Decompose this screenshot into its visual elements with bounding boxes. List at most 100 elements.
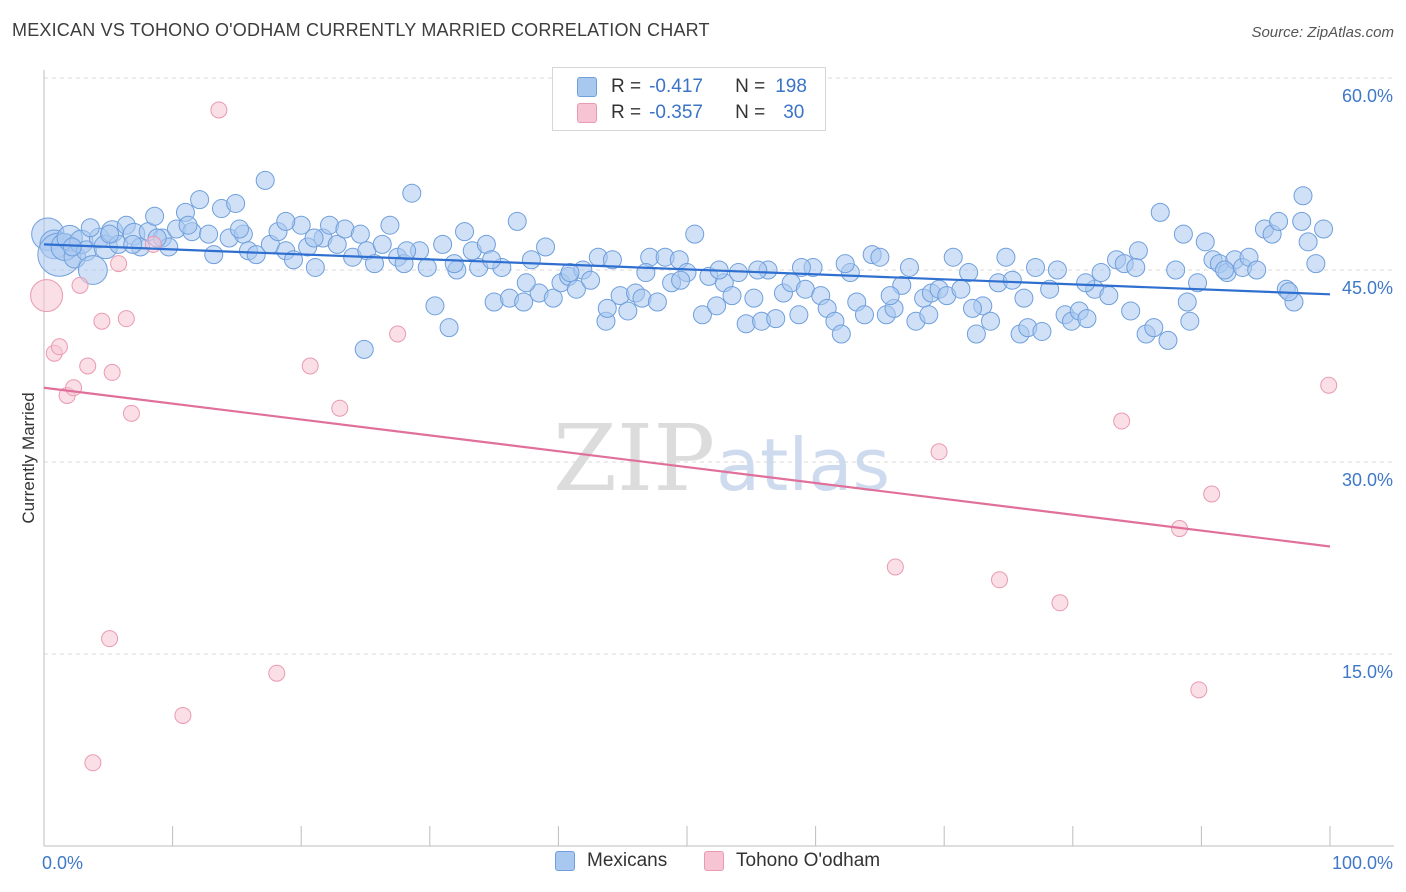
series-legend: Mexicans Tohono O'odham: [0, 850, 1406, 878]
mexicans-point: [996, 247, 1016, 267]
legend-swatch-mexicans: [555, 851, 575, 871]
mexicans-point: [439, 318, 459, 338]
legend-r-value: -0.357: [649, 102, 703, 123]
mexicans-point: [178, 215, 198, 235]
y-tick-label: 60.0%: [1342, 86, 1393, 106]
mexicans-point: [692, 305, 712, 325]
tohono-point: [1051, 594, 1069, 612]
mexicans-point: [226, 193, 246, 213]
mexicans-point: [1014, 288, 1034, 308]
mexicans-point: [744, 288, 764, 308]
mexicans-point: [766, 309, 786, 329]
mexicans-point: [854, 305, 874, 325]
trend-lines: [43, 243, 1331, 548]
legend-n-label: N =: [735, 76, 766, 97]
tohono-point: [886, 558, 904, 576]
mexicans-point: [380, 215, 400, 235]
tohono-point: [1113, 412, 1131, 430]
tohono-point: [1320, 376, 1338, 394]
tohono-point: [93, 312, 111, 330]
mexicans-trend-line: [43, 243, 1331, 296]
mexicans-point: [1002, 270, 1022, 290]
mexicans-point: [1144, 318, 1164, 338]
mexicans-point: [1076, 273, 1096, 293]
watermark-zip: ZIP: [553, 405, 715, 512]
mexicans-point: [943, 247, 963, 267]
legend-item-tohono: Tohono O'odham: [704, 850, 880, 872]
tohono-point: [268, 664, 286, 682]
legend-n-value: 198: [775, 76, 807, 97]
mexicans-point: [190, 190, 210, 210]
legend-n-value: 30: [783, 102, 805, 123]
mexicans-point: [707, 296, 727, 316]
chart-title: MEXICAN VS TOHONO O'ODHAM CURRENTLY MARR…: [12, 20, 710, 40]
mexicans-point: [636, 263, 656, 283]
mexicans-point: [543, 288, 563, 308]
tohono-trend-line: [43, 386, 1331, 548]
mexicans-points: [31, 170, 1334, 359]
tohono-point: [79, 357, 97, 375]
legend-swatch-blue: [577, 77, 597, 97]
stats-legend: R = -0.417 N = 198 R = -0.357 N = 30: [552, 67, 826, 131]
tohono-point: [122, 404, 140, 422]
mexicans-point: [433, 234, 453, 254]
tohono-point: [210, 101, 228, 119]
y-tick-labels: 15.0% 30.0% 45.0% 60.0%: [1342, 86, 1393, 682]
mexicans-point: [1099, 286, 1119, 306]
tohono-point: [30, 279, 64, 313]
tohono-point: [117, 310, 135, 328]
mexicans-point: [1158, 330, 1178, 350]
mexicans-point: [304, 228, 324, 248]
mexicans-point: [204, 245, 224, 265]
mexicans-point: [417, 257, 437, 277]
mexicans-point: [425, 296, 445, 316]
legend-swatch-tohono: [704, 851, 724, 871]
tohono-points: [30, 101, 1338, 772]
mexicans-point: [246, 245, 266, 265]
tohono-point: [930, 443, 948, 461]
mexicans-point: [1032, 321, 1052, 341]
tohono-point: [174, 706, 192, 724]
mexicans-point: [1121, 301, 1141, 321]
mexicans-point: [1128, 241, 1148, 261]
mexicans-point: [372, 234, 392, 254]
legend-r-label: R =: [611, 102, 642, 123]
tohono-point: [65, 379, 83, 397]
legend-r-label: R =: [611, 76, 642, 97]
mexicans-point: [455, 222, 475, 242]
mexicans-point: [870, 247, 890, 267]
mexicans-point: [365, 254, 385, 274]
tohono-point: [990, 571, 1008, 589]
mexicans-point: [722, 286, 742, 306]
mexicans-point: [1195, 232, 1215, 252]
tohono-point: [110, 255, 128, 273]
mexicans-point: [516, 273, 536, 293]
mexicans-point: [1314, 219, 1334, 239]
watermark: ZIP atlas: [553, 405, 890, 512]
source-label: Source: ZipAtlas.com: [1251, 24, 1394, 41]
mexicans-point: [1247, 260, 1267, 280]
tohono-point: [389, 325, 407, 343]
mexicans-point: [951, 279, 971, 299]
mexicans-point: [229, 219, 249, 239]
mexicans-point: [618, 301, 638, 321]
mexicans-point: [514, 292, 534, 312]
tohono-point: [1203, 485, 1221, 503]
mexicans-point: [1166, 260, 1186, 280]
mexicans-point: [1126, 257, 1146, 277]
mexicans-point: [962, 298, 982, 318]
mexicans-point: [1150, 202, 1170, 222]
axes: [43, 70, 1394, 847]
mexicans-point: [647, 292, 667, 312]
legend-label-tohono: Tohono O'odham: [736, 850, 881, 871]
gridlines: [44, 77, 1394, 655]
mexicans-point: [507, 211, 527, 231]
mexicans-point: [354, 339, 374, 359]
tohono-point: [1190, 681, 1208, 699]
tohono-point: [101, 630, 119, 648]
mexicans-point: [276, 211, 296, 231]
mexicans-point: [145, 206, 165, 226]
mexicans-point: [402, 183, 422, 203]
mexicans-point: [536, 237, 556, 257]
